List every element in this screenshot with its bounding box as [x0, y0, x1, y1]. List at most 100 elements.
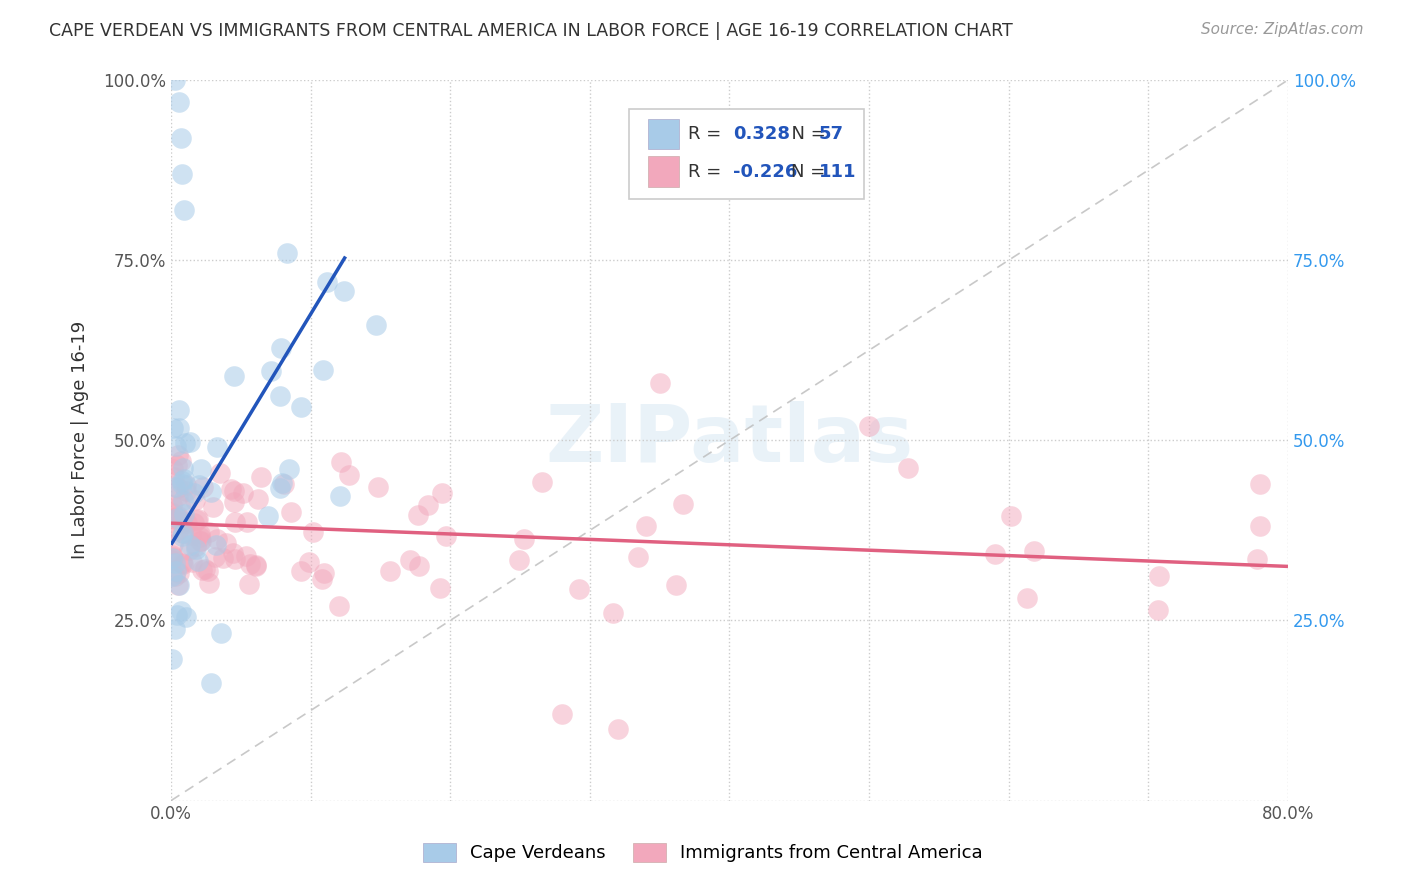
Point [224, 369, 246, 384]
Point [232, 485, 254, 500]
Point [162, 548, 184, 562]
Point [200, 676, 222, 690]
Point [186, 513, 208, 527]
Point [173, 472, 195, 486]
Point [238, 577, 260, 591]
Point [179, 538, 201, 552]
Point [245, 559, 267, 574]
Point [162, 462, 184, 476]
Point [183, 516, 205, 530]
Point [260, 364, 283, 378]
Point [858, 418, 880, 433]
Text: 57: 57 [818, 125, 844, 143]
Point [648, 376, 671, 390]
Point [627, 549, 650, 564]
Text: N =: N = [792, 162, 831, 180]
Point [194, 562, 217, 576]
Point [364, 318, 387, 332]
Point [162, 537, 184, 551]
Point [167, 481, 190, 495]
Point [191, 563, 214, 577]
Point [250, 469, 273, 483]
Point [245, 558, 267, 572]
Text: N =: N = [780, 125, 831, 143]
Point [269, 389, 291, 403]
Point [236, 515, 259, 529]
Point [177, 543, 200, 558]
Point [163, 623, 186, 637]
Point [1249, 476, 1271, 491]
Point [162, 549, 184, 564]
Point [162, 420, 184, 434]
Point [170, 604, 193, 618]
Point [298, 555, 321, 569]
Point [270, 342, 292, 356]
Point [187, 554, 209, 568]
Point [222, 483, 245, 498]
Point [1249, 519, 1271, 533]
Point [235, 549, 257, 564]
Point [176, 609, 198, 624]
Point [551, 707, 574, 722]
Point [176, 516, 198, 530]
Point [897, 461, 920, 475]
Point [165, 73, 187, 87]
Point [166, 608, 188, 623]
Point [311, 572, 333, 586]
Point [1246, 551, 1268, 566]
Point [205, 538, 228, 552]
FancyBboxPatch shape [648, 119, 679, 149]
Point [162, 510, 184, 524]
Point [165, 564, 187, 578]
Point [170, 556, 193, 570]
Point [191, 480, 214, 494]
Point [167, 420, 190, 434]
Point [280, 505, 302, 519]
Point [672, 497, 695, 511]
Point [172, 492, 194, 507]
Point [180, 528, 202, 542]
Point [224, 552, 246, 566]
Point [197, 525, 219, 540]
Point [418, 498, 440, 512]
Point [166, 458, 188, 472]
Point [277, 462, 299, 476]
Text: 111: 111 [818, 162, 856, 180]
Point [162, 569, 184, 583]
Point [179, 435, 201, 450]
Point [174, 435, 197, 450]
FancyBboxPatch shape [648, 156, 679, 186]
Point [337, 468, 360, 483]
Point [188, 527, 211, 541]
Point [167, 577, 190, 591]
Point [163, 556, 186, 570]
Point [162, 552, 184, 566]
Point [222, 546, 245, 560]
Point [436, 529, 458, 543]
Point [173, 202, 195, 217]
Point [333, 284, 356, 298]
Point [634, 519, 657, 533]
Text: R =: R = [688, 125, 727, 143]
Point [429, 581, 451, 595]
Point [221, 482, 243, 496]
Point [513, 532, 536, 546]
Text: ZIPatlas: ZIPatlas [546, 401, 914, 479]
Point [188, 478, 211, 492]
Point [408, 559, 430, 574]
Point [212, 551, 235, 566]
Point [1000, 508, 1022, 523]
Point [312, 363, 335, 377]
Text: CAPE VERDEAN VS IMMIGRANTS FROM CENTRAL AMERICA IN LABOR FORCE | AGE 16-19 CORRE: CAPE VERDEAN VS IMMIGRANTS FROM CENTRAL … [49, 22, 1012, 40]
Point [269, 481, 291, 495]
Point [169, 498, 191, 512]
Point [162, 652, 184, 666]
Point [290, 400, 312, 414]
Point [170, 528, 193, 542]
Point [170, 516, 193, 530]
Point [188, 534, 211, 549]
Point [204, 549, 226, 564]
Point [162, 470, 184, 484]
Point [183, 493, 205, 508]
Text: -0.226: -0.226 [733, 162, 797, 180]
